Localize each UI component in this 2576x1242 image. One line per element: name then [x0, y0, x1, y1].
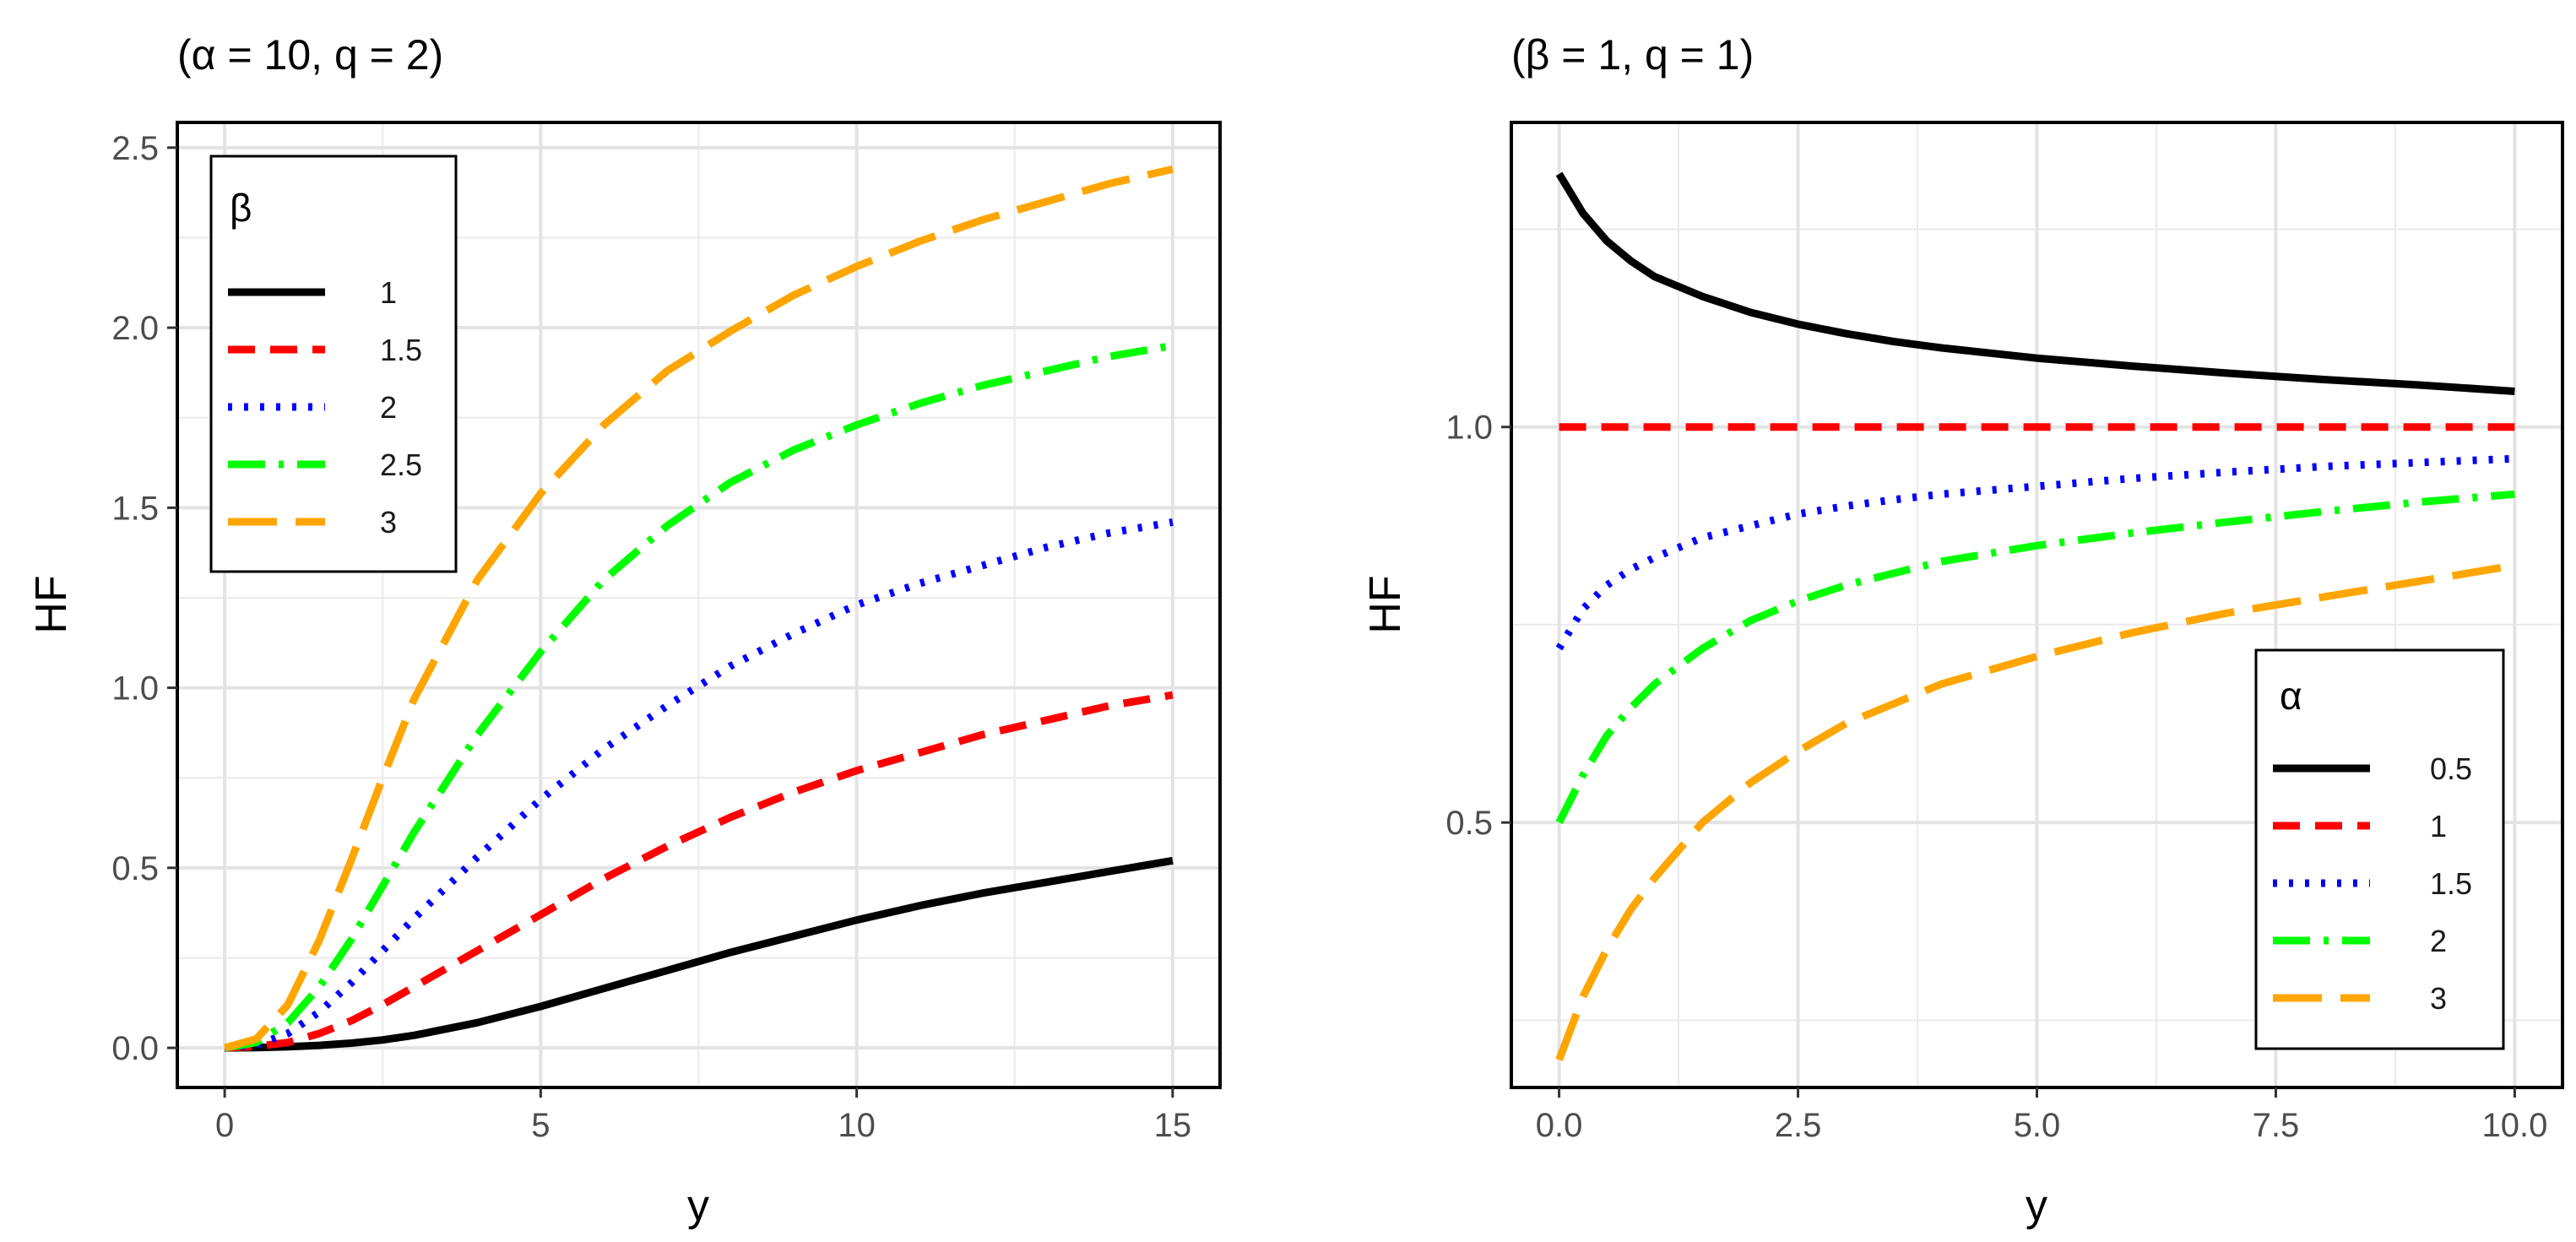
legend-label: 2: [2430, 924, 2447, 958]
series-line-3: [223, 165, 1174, 1052]
chart-panel-beta: (α = 10, q = 2) 0 5 10 15 0.0 0.5 1.0 1.5 2.0 2.5…: [27, 31, 1222, 1230]
x-tick-label: 0.0: [1536, 1107, 1583, 1144]
legend-label: 1.5: [380, 333, 422, 367]
chart-title: (β = 1, q = 1): [1511, 31, 1754, 79]
legend-label: 1.5: [2430, 866, 2472, 901]
y-tick-label: 1.5: [111, 490, 159, 527]
y-tick-label: 1.0: [111, 670, 159, 708]
chart-title: (α = 10, q = 2): [177, 31, 443, 79]
x-tick-label: 2.5: [1775, 1107, 1822, 1144]
axis-ticks: 0 5 10 15 0.0 0.5 1.0 1.5 2.0 2.5: [111, 130, 1191, 1144]
series-line-1-5: [224, 691, 1174, 1052]
legend-box: [209, 155, 458, 573]
legend-items: 1 1.5 2 2.5 3: [228, 275, 422, 540]
x-tick-label: 0: [215, 1107, 234, 1144]
series-line-2-5: [224, 341, 1174, 1052]
legend-title: β: [230, 186, 252, 230]
x-tick-label: 5: [531, 1107, 550, 1144]
y-tick-label: 0.0: [111, 1030, 159, 1067]
plot-border: [176, 121, 1222, 1089]
y-tick-label: 2.5: [111, 130, 159, 167]
series-group: [1555, 171, 2516, 1061]
legend-label: 2: [380, 390, 397, 425]
series-line-2: [224, 518, 1174, 1052]
series-line-1-5: [1555, 454, 2515, 651]
chart-panel-alpha: (β = 1, q = 1) 0.0 2.5 5.0 7.5 10.00.51.0 y …: [1361, 31, 2564, 1230]
series-group: [223, 165, 1174, 1052]
x-tick-label: 7.5: [2253, 1107, 2300, 1144]
y-tick-label: 2.0: [111, 310, 159, 347]
legend-label: 1: [380, 275, 397, 310]
x-axis-title: y: [2026, 1181, 2047, 1230]
legend-label: 0.5: [2430, 751, 2472, 786]
legend-label: 3: [2430, 981, 2447, 1016]
y-tick-label: 0.5: [111, 850, 159, 887]
x-tick-label: 10: [838, 1107, 876, 1144]
x-tick-label: 5.0: [2014, 1107, 2061, 1144]
series-line-3: [1555, 561, 2516, 1061]
x-axis-title: y: [687, 1181, 709, 1230]
y-tick-label: 0.5: [1445, 805, 1493, 842]
x-tick-label: 15: [1154, 1107, 1192, 1144]
legend-title: α: [2280, 674, 2302, 718]
y-axis-title: HF: [1361, 575, 1410, 633]
x-tick-label: 10.0: [2481, 1107, 2547, 1144]
legend: α 0.5 1 1.5 2 3: [2254, 648, 2505, 1050]
series-line-0-5: [1555, 171, 2515, 395]
legend-label: 2.5: [380, 447, 422, 482]
series-line-2: [1555, 490, 2515, 825]
series-line-1: [225, 856, 1174, 1052]
legend-box: [2254, 648, 2505, 1050]
axis-ticks: 0.0 2.5 5.0 7.5 10.0 0.5 1.0: [1445, 409, 2547, 1144]
legend-label: 3: [380, 505, 397, 540]
legend-items: 0.5 1 1.5 2 3: [2273, 751, 2472, 1016]
legend-label: 1: [2430, 809, 2447, 843]
legend: β 1 1.5 2 2.5 3: [209, 155, 458, 573]
y-tick-label: 1.0: [1445, 409, 1493, 447]
grid: [177, 122, 1220, 1087]
y-axis-title: HF: [27, 575, 76, 633]
